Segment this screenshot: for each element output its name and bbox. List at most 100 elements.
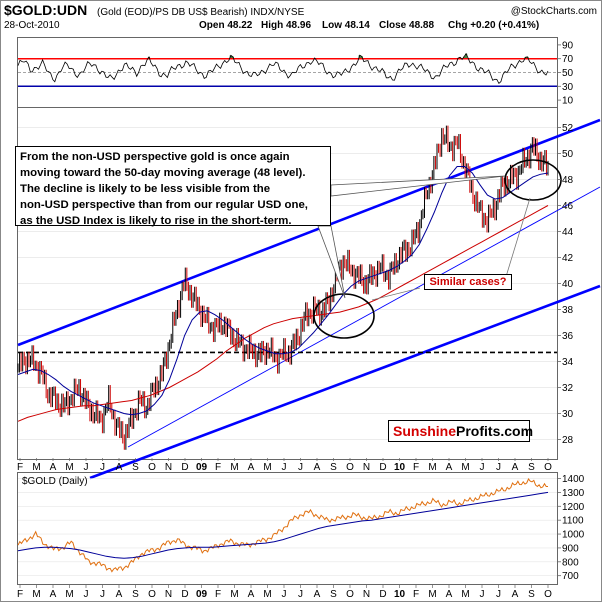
price-x-tick-label: J bbox=[496, 462, 501, 473]
watermark: @StockCharts.com bbox=[511, 6, 597, 17]
gold-x-tick-label: A bbox=[512, 589, 519, 600]
price-x-tick-label: S bbox=[528, 462, 535, 473]
rsi-y-tick-label: 30 bbox=[562, 82, 574, 93]
price-y-tick-label: 52 bbox=[562, 123, 574, 134]
price-y-tick-label: 38 bbox=[562, 305, 574, 316]
rsi-layer bbox=[17, 52, 557, 88]
price-x-tick-label: F bbox=[413, 462, 419, 473]
price-x-tick-label: O bbox=[148, 462, 156, 473]
gold-y-tick-label: 1000 bbox=[562, 530, 585, 541]
callout-line: The decline is likely to be less visible… bbox=[20, 183, 271, 195]
price-x-tick-label: S bbox=[132, 462, 139, 473]
gold-y-tick-label: 1400 bbox=[562, 474, 585, 485]
price-x-tick-label: S bbox=[330, 462, 337, 473]
close-value: Close 48.88 bbox=[379, 20, 434, 31]
gold-panel-title: $GOLD (Daily) bbox=[22, 476, 88, 487]
gold-x-tick-label: F bbox=[17, 589, 23, 600]
chart-symbol: $GOLD:UDN bbox=[4, 2, 87, 18]
price-x-tick-label: 10 bbox=[394, 462, 406, 473]
high-value: High 48.96 bbox=[261, 20, 311, 31]
price-x-tick-label: M bbox=[65, 462, 73, 473]
gold-y-tick-label: 900 bbox=[562, 543, 579, 554]
gold-x-tick-label: F bbox=[413, 589, 419, 600]
price-x-tick-label: J bbox=[84, 462, 89, 473]
price-x-tick-label: J bbox=[100, 462, 105, 473]
gold-layer bbox=[17, 478, 557, 577]
price-x-tick-label: M bbox=[428, 462, 436, 473]
channel-upper-line bbox=[17, 118, 601, 347]
gold-x-tick-label: D bbox=[181, 589, 188, 600]
price-x-tick-label: O bbox=[346, 462, 354, 473]
gold-y-tick-label: 800 bbox=[562, 557, 579, 568]
axis-layer: 90 70 50 30 10 52 50 48 46 44 42 40 38 36 34 32 30 28 1400… bbox=[17, 40, 585, 600]
analysis-callout: From the non-USD perspective gold is onc… bbox=[15, 146, 331, 227]
gold-x-tick-label: A bbox=[314, 589, 321, 600]
ma200-line bbox=[17, 205, 549, 422]
gold-x-tick-label: M bbox=[65, 589, 73, 600]
price-x-tick-label: J bbox=[480, 462, 485, 473]
callout-line: non-USD perspective than from our regula… bbox=[20, 199, 308, 211]
low-value: Low 48.14 bbox=[322, 20, 370, 31]
price-x-tick-label: A bbox=[116, 462, 123, 473]
rsi-y-tick-label: 90 bbox=[562, 40, 574, 51]
price-x-tick-label: N bbox=[165, 462, 172, 473]
price-x-tick-label: D bbox=[379, 462, 386, 473]
gold-x-tick-label: N bbox=[165, 589, 172, 600]
callout-line: moving toward the 50-day moving average … bbox=[20, 167, 306, 179]
callout-line: as the USD Index is likely to rise in th… bbox=[20, 215, 292, 227]
gold-y-tick-label: 700 bbox=[562, 571, 579, 582]
price-y-tick-label: 36 bbox=[562, 331, 574, 342]
price-x-tick-label: A bbox=[512, 462, 519, 473]
callout-pointer bbox=[317, 225, 346, 299]
support-trendline bbox=[127, 186, 601, 448]
price-x-tick-label: A bbox=[314, 462, 321, 473]
price-y-tick-label: 34 bbox=[562, 357, 574, 368]
change-value: Chg +0.20 (+0.41%) bbox=[448, 20, 539, 31]
gold-x-tick-label: S bbox=[528, 589, 535, 600]
price-y-tick-label: 28 bbox=[562, 435, 574, 446]
logo-part-2: Profits.com bbox=[456, 423, 534, 439]
price-y-tick-label: 40 bbox=[562, 279, 574, 290]
price-x-tick-label: J bbox=[298, 462, 303, 473]
chart-date: 28-Oct-2010 bbox=[4, 20, 60, 31]
similar-cases-pointer bbox=[504, 197, 531, 281]
gold-x-tick-label: O bbox=[544, 589, 552, 600]
gold-panel bbox=[17, 472, 558, 585]
gold-price-line bbox=[17, 478, 548, 573]
gold-x-tick-label: J bbox=[480, 589, 485, 600]
price-x-tick-label: A bbox=[50, 462, 57, 473]
gold-x-tick-label: 10 bbox=[394, 589, 406, 600]
callout-line: From the non-USD perspective gold is onc… bbox=[20, 151, 290, 163]
gold-x-tick-label: N bbox=[363, 589, 370, 600]
price-layer bbox=[17, 118, 601, 480]
gold-x-tick-label: O bbox=[148, 589, 156, 600]
gold-x-tick-label: J bbox=[84, 589, 89, 600]
open-value: Open 48.22 bbox=[199, 20, 253, 31]
gold-x-tick-label: A bbox=[248, 589, 255, 600]
gold-x-tick-label: M bbox=[230, 589, 238, 600]
gold-x-tick-label: J bbox=[282, 589, 287, 600]
similar-cases-label: Similar cases? bbox=[424, 274, 512, 290]
gold-x-tick-label: M bbox=[263, 589, 271, 600]
gold-x-tick-label: S bbox=[132, 589, 139, 600]
rsi-y-tick-label: 50 bbox=[562, 68, 574, 79]
gold-y-tick-label: 1200 bbox=[562, 502, 585, 513]
gold-x-tick-label: J bbox=[298, 589, 303, 600]
price-x-tick-label: M bbox=[32, 462, 40, 473]
gold-x-tick-label: O bbox=[346, 589, 354, 600]
price-x-tick-label: F bbox=[215, 462, 221, 473]
price-y-tick-label: 44 bbox=[562, 227, 574, 238]
gold-y-tick-label: 1300 bbox=[562, 488, 585, 499]
gold-ma-line bbox=[17, 491, 549, 559]
similar-cases-pointer bbox=[371, 287, 421, 301]
logo-part-1: Sunshine bbox=[393, 423, 457, 439]
gold-x-tick-label: D bbox=[379, 589, 386, 600]
chart-description: (Gold (EOD)/PS DB US$ Bearish) INDX/NYSE bbox=[97, 7, 305, 18]
price-x-tick-label: J bbox=[282, 462, 287, 473]
price-x-tick-label: A bbox=[248, 462, 255, 473]
ma50-line bbox=[17, 166, 549, 416]
price-x-tick-label: M bbox=[230, 462, 238, 473]
price-y-tick-label: 50 bbox=[562, 149, 574, 160]
price-x-tick-label: N bbox=[363, 462, 370, 473]
